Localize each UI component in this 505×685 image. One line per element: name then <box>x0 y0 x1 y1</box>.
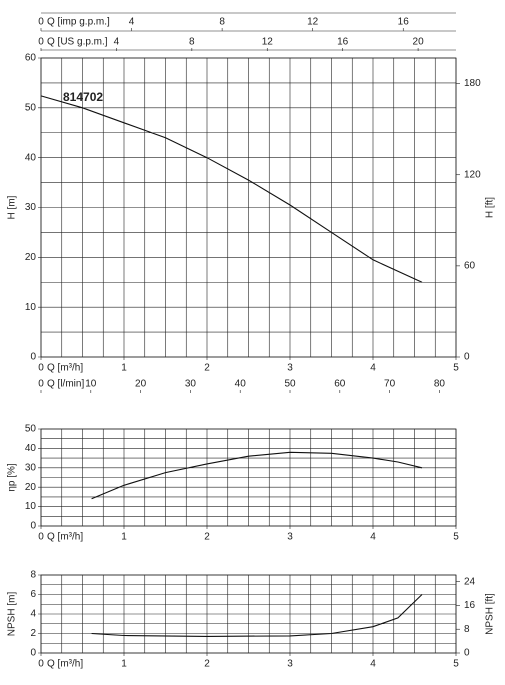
y-tick-label: 30 <box>25 462 37 473</box>
extra-x-tick-label: 0 <box>38 379 44 390</box>
extra-x-tick-label: 8 <box>219 17 225 28</box>
y-tick-label: 8 <box>30 570 36 581</box>
y-tick-label: 50 <box>25 102 37 113</box>
extra-x-tick-label: 0 <box>38 17 44 28</box>
extra-x-tick-label: 60 <box>334 379 346 390</box>
y-axis-label: ηp [%] <box>7 463 18 492</box>
extra-x-axis-label: Q [US g.p.m.] <box>47 37 108 48</box>
y-tick-label: 10 <box>25 501 37 512</box>
x-tick-label: 1 <box>121 659 127 670</box>
y-tick-label: 2 <box>30 628 36 639</box>
extra-x-tick-label: 8 <box>189 37 195 48</box>
extra-x-tick-label: 80 <box>434 379 446 390</box>
y2-tick-label: 0 <box>464 352 470 363</box>
curve <box>91 451 423 500</box>
y2-tick-label: 16 <box>464 600 476 611</box>
extra-x-tick-label: 70 <box>384 379 396 390</box>
extra-x-tick-label: 40 <box>235 379 247 390</box>
y2-tick-label: 24 <box>464 576 476 587</box>
plot-frame <box>40 574 457 654</box>
x-tick-label: 0 <box>38 659 44 670</box>
extra-x-tick-label: 20 <box>413 37 425 48</box>
y-tick-label: 0 <box>30 648 36 659</box>
y-tick-label: 20 <box>25 252 37 263</box>
x-tick-label: 2 <box>204 363 210 374</box>
y-axis-label: NPSH [m] <box>7 592 18 637</box>
y2-tick-label: 60 <box>464 261 476 272</box>
x-tick-label: 5 <box>453 363 459 374</box>
x-tick-label: 2 <box>204 659 210 670</box>
y2-tick-label: 0 <box>464 648 470 659</box>
x-tick-label: 3 <box>287 659 293 670</box>
y2-axis-label: H [ft] <box>485 197 496 218</box>
extra-x-tick-label: 4 <box>129 17 135 28</box>
y-tick-label: 0 <box>30 521 36 532</box>
extra-x-tick-label: 12 <box>262 37 274 48</box>
x-tick-label: 3 <box>287 532 293 543</box>
y2-tick-label: 180 <box>464 78 481 89</box>
x-tick-label: 5 <box>453 659 459 670</box>
x-tick-label: 2 <box>204 532 210 543</box>
x-tick-label: 0 <box>38 532 44 543</box>
y-tick-label: 4 <box>30 609 36 620</box>
extra-x-tick-label: 16 <box>398 17 410 28</box>
x-tick-label: 4 <box>370 532 376 543</box>
extra-x-tick-label: 50 <box>284 379 296 390</box>
extra-x-tick-label: 12 <box>307 17 319 28</box>
extra-x-axis-label: Q [l/min] <box>47 379 84 390</box>
extra-x-tick-label: 10 <box>85 379 97 390</box>
x-tick-label: 3 <box>287 363 293 374</box>
extra-x-tick-label: 20 <box>135 379 147 390</box>
curve-label: 814702 <box>63 90 103 104</box>
y-tick-label: 20 <box>25 482 37 493</box>
y-tick-label: 6 <box>30 589 36 600</box>
x-tick-label: 1 <box>121 532 127 543</box>
y-tick-label: 50 <box>25 424 37 435</box>
x-axis-label: Q [m³/h] <box>47 659 83 670</box>
plot-frame <box>40 57 457 358</box>
extra-x-axis-label: Q [imp g.p.m.] <box>47 17 110 28</box>
y2-tick-label: 120 <box>464 169 481 180</box>
x-tick-label: 4 <box>370 659 376 670</box>
y-tick-label: 40 <box>25 443 37 454</box>
y-tick-label: 0 <box>30 352 36 363</box>
plot-frame <box>40 428 457 527</box>
extra-x-tick-label: 0 <box>38 37 44 48</box>
x-axis-label: Q [m³/h] <box>47 363 83 374</box>
x-tick-label: 4 <box>370 363 376 374</box>
x-axis-label: Q [m³/h] <box>47 532 83 543</box>
y-tick-label: 10 <box>25 302 37 313</box>
x-tick-label: 1 <box>121 363 127 374</box>
curve <box>91 594 423 637</box>
y-tick-label: 40 <box>25 152 37 163</box>
extra-x-tick-label: 16 <box>337 37 349 48</box>
y2-tick-label: 8 <box>464 624 470 635</box>
extra-x-tick-label: 30 <box>185 379 197 390</box>
y-tick-label: 60 <box>25 53 37 64</box>
curve <box>40 95 423 283</box>
y-tick-label: 30 <box>25 202 37 213</box>
extra-x-tick-label: 4 <box>114 37 120 48</box>
x-tick-label: 0 <box>38 363 44 374</box>
y2-axis-label: NPSH [ft] <box>485 593 496 635</box>
x-tick-label: 5 <box>453 532 459 543</box>
y-axis-label: H [m] <box>7 195 18 219</box>
